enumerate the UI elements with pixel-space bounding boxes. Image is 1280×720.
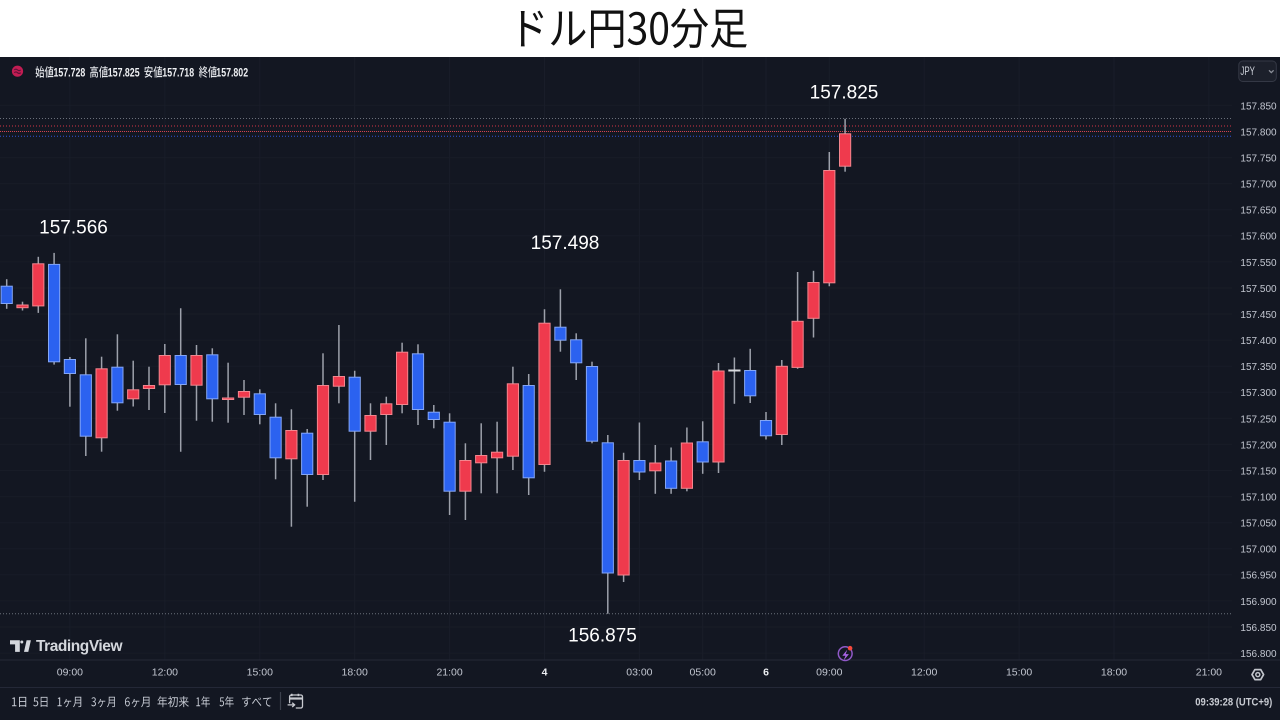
svg-text:156.875: 156.875: [568, 626, 637, 647]
svg-text:15:00: 15:00: [1006, 667, 1032, 679]
svg-text:156.900: 156.900: [1240, 597, 1277, 608]
svg-text:157.750: 157.750: [1240, 154, 1277, 165]
svg-text:157.100: 157.100: [1240, 493, 1277, 504]
svg-text:157.150: 157.150: [1240, 466, 1277, 477]
svg-text:157.498: 157.498: [531, 233, 600, 254]
svg-text:157.300: 157.300: [1240, 388, 1277, 399]
svg-text:156.950: 156.950: [1240, 571, 1277, 582]
svg-text:157.000: 157.000: [1240, 545, 1277, 556]
svg-text:156.800: 156.800: [1240, 649, 1277, 660]
svg-text:157.650: 157.650: [1240, 206, 1277, 217]
svg-text:09:00: 09:00: [57, 667, 83, 679]
svg-text:09:39:28 (UTC+9): 09:39:28 (UTC+9): [1195, 697, 1272, 709]
svg-text:157.718: 157.718: [162, 66, 194, 80]
svg-text:JPY: JPY: [1240, 64, 1255, 78]
svg-text:157.500: 157.500: [1240, 284, 1277, 295]
svg-text:157.700: 157.700: [1240, 180, 1277, 191]
svg-text:TradingView: TradingView: [36, 638, 123, 655]
svg-text:12:00: 12:00: [911, 667, 937, 679]
svg-text:157.825: 157.825: [108, 66, 140, 80]
svg-text:12:00: 12:00: [152, 667, 178, 679]
svg-text:157.200: 157.200: [1240, 440, 1277, 451]
svg-text:157.050: 157.050: [1240, 519, 1277, 530]
svg-text:157.825: 157.825: [810, 83, 879, 104]
svg-text:09:00: 09:00: [816, 667, 842, 679]
svg-text:4: 4: [542, 667, 548, 679]
svg-text:21:00: 21:00: [1196, 667, 1222, 679]
svg-text:03:00: 03:00: [626, 667, 652, 679]
svg-text:157.550: 157.550: [1240, 258, 1277, 269]
svg-text:157.850: 157.850: [1240, 101, 1277, 112]
svg-text:18:00: 18:00: [342, 667, 368, 679]
svg-text:05:00: 05:00: [690, 667, 716, 679]
svg-text:18:00: 18:00: [1101, 667, 1127, 679]
svg-text:157.250: 157.250: [1240, 414, 1277, 425]
svg-text:157.600: 157.600: [1240, 232, 1277, 243]
svg-text:6: 6: [763, 667, 769, 679]
svg-text:157.802: 157.802: [216, 66, 248, 80]
svg-text:157.728: 157.728: [54, 66, 86, 80]
svg-text:157.566: 157.566: [39, 218, 108, 239]
svg-text:157.800: 157.800: [1240, 127, 1277, 138]
svg-text:15:00: 15:00: [247, 667, 273, 679]
svg-text:157.450: 157.450: [1240, 310, 1277, 321]
svg-text:157.400: 157.400: [1240, 336, 1277, 347]
svg-text:21:00: 21:00: [436, 667, 462, 679]
svg-text:156.850: 156.850: [1240, 623, 1277, 634]
svg-text:157.350: 157.350: [1240, 362, 1277, 373]
